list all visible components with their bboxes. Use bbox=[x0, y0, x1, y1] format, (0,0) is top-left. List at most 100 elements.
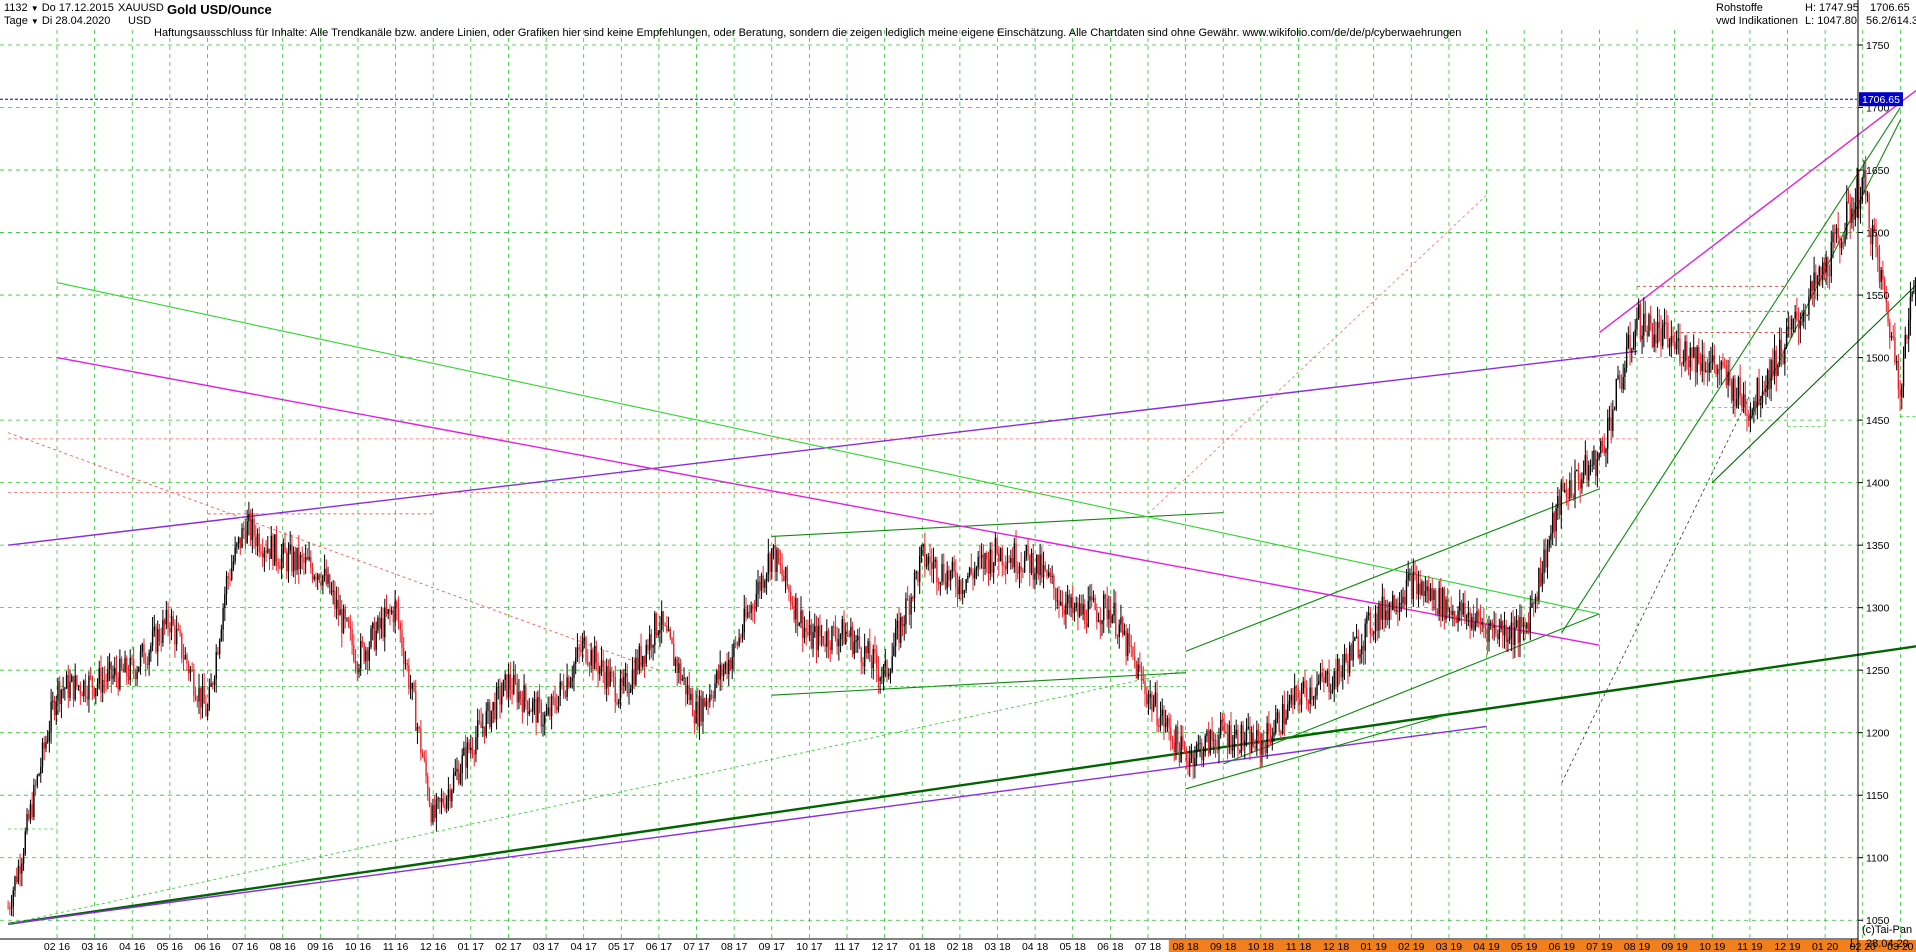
candle-body bbox=[445, 797, 448, 809]
candle-body bbox=[1723, 365, 1726, 367]
candle-body bbox=[1340, 670, 1342, 678]
chevron-down-icon[interactable]: ▼ bbox=[30, 17, 39, 26]
candle-body bbox=[76, 675, 78, 686]
candle-body bbox=[74, 675, 76, 700]
candle-body bbox=[1773, 350, 1776, 377]
interval-selector[interactable]: Tage ▼ Di 28.04.2020 bbox=[4, 15, 111, 27]
candle-body bbox=[781, 565, 783, 576]
candle-body bbox=[275, 534, 278, 562]
candle-body bbox=[1562, 483, 1564, 492]
candle-body bbox=[1292, 695, 1294, 705]
candle-body bbox=[528, 711, 530, 715]
candle-body bbox=[643, 655, 646, 664]
candle-body bbox=[1364, 623, 1366, 651]
candle-body bbox=[1761, 391, 1764, 403]
candle-body bbox=[1137, 664, 1139, 679]
candle-body bbox=[1034, 573, 1036, 580]
candle-body bbox=[1741, 396, 1743, 408]
candle-body bbox=[1579, 480, 1581, 489]
candle-body bbox=[609, 671, 611, 686]
candle-body bbox=[1505, 624, 1507, 642]
candle-body bbox=[482, 726, 484, 728]
candle-body bbox=[1816, 276, 1819, 285]
candle-body bbox=[1651, 323, 1654, 347]
candle-body bbox=[1008, 561, 1010, 563]
x-tick-label: 12 17 bbox=[871, 941, 897, 952]
candle-body bbox=[229, 577, 231, 580]
candle-body bbox=[521, 699, 524, 712]
candle-body bbox=[416, 726, 419, 731]
candle-body bbox=[671, 637, 673, 644]
candle-body bbox=[1362, 645, 1365, 651]
candle-body bbox=[349, 626, 352, 629]
candle-body bbox=[540, 702, 542, 727]
candle-body bbox=[316, 574, 319, 580]
candle-body bbox=[404, 663, 407, 664]
candle-body bbox=[1551, 512, 1554, 534]
candle-body bbox=[1125, 630, 1127, 656]
candle-body bbox=[1331, 689, 1334, 692]
candle-body bbox=[513, 674, 515, 694]
candle-body bbox=[812, 631, 814, 649]
candle-body bbox=[865, 646, 868, 654]
candle-body bbox=[1235, 729, 1237, 735]
candle-body bbox=[15, 876, 18, 883]
candle-body bbox=[1682, 361, 1685, 364]
candle-body bbox=[1047, 572, 1050, 577]
candle-body bbox=[1465, 615, 1468, 619]
candle-body bbox=[1705, 370, 1707, 372]
candle-body bbox=[1361, 645, 1363, 655]
candle-body bbox=[1120, 617, 1122, 625]
candle-body bbox=[549, 707, 551, 717]
candle-body bbox=[1520, 617, 1523, 627]
candle-body bbox=[380, 618, 383, 629]
candle-body bbox=[734, 642, 737, 644]
candle-body bbox=[1835, 227, 1838, 234]
candle-body bbox=[1094, 598, 1096, 610]
channel-upper bbox=[1185, 488, 1600, 652]
candle-body bbox=[757, 581, 759, 595]
candle-body bbox=[1106, 598, 1108, 620]
candle-body bbox=[170, 616, 173, 633]
candle-body bbox=[287, 550, 290, 572]
red-dotted-downtrend bbox=[7, 432, 660, 671]
candle-body bbox=[84, 680, 87, 697]
x-tick-label: 03 17 bbox=[533, 941, 559, 952]
candle-body bbox=[664, 625, 666, 626]
candle-body bbox=[628, 692, 630, 693]
candle-body bbox=[232, 561, 235, 568]
candle-body bbox=[1049, 572, 1052, 577]
candle-body bbox=[459, 773, 462, 784]
candle-body bbox=[1672, 335, 1674, 343]
candle-body bbox=[31, 804, 33, 818]
chevron-down-icon[interactable]: ▼ bbox=[30, 4, 39, 13]
candle-body bbox=[1894, 337, 1896, 363]
candle-body bbox=[588, 664, 591, 666]
candle-body bbox=[40, 767, 42, 774]
candle-body bbox=[1254, 746, 1256, 750]
candle-body bbox=[1558, 495, 1561, 515]
candle-body bbox=[1670, 335, 1673, 345]
candle-body bbox=[774, 545, 776, 573]
candle-body bbox=[979, 556, 981, 558]
candle-body bbox=[1326, 671, 1329, 675]
candle-body bbox=[282, 542, 284, 555]
candle-body bbox=[1042, 565, 1045, 578]
candle-body bbox=[243, 528, 245, 531]
candle-body bbox=[998, 553, 1000, 562]
candle-body bbox=[260, 551, 262, 554]
candle-body bbox=[144, 663, 147, 665]
candle-body bbox=[867, 641, 869, 654]
candle-body bbox=[798, 623, 800, 626]
candle-body bbox=[808, 624, 811, 636]
candle-body bbox=[650, 634, 653, 648]
candle-body bbox=[1378, 605, 1380, 631]
scale-mode-label[interactable]: L bbox=[1850, 938, 1857, 950]
candle-body bbox=[1097, 620, 1100, 622]
candle-body bbox=[440, 798, 443, 802]
candle-body bbox=[776, 549, 778, 573]
x-tick-label: 03 19 bbox=[1436, 941, 1462, 952]
candle-body bbox=[924, 544, 926, 567]
candle-body bbox=[659, 629, 661, 633]
